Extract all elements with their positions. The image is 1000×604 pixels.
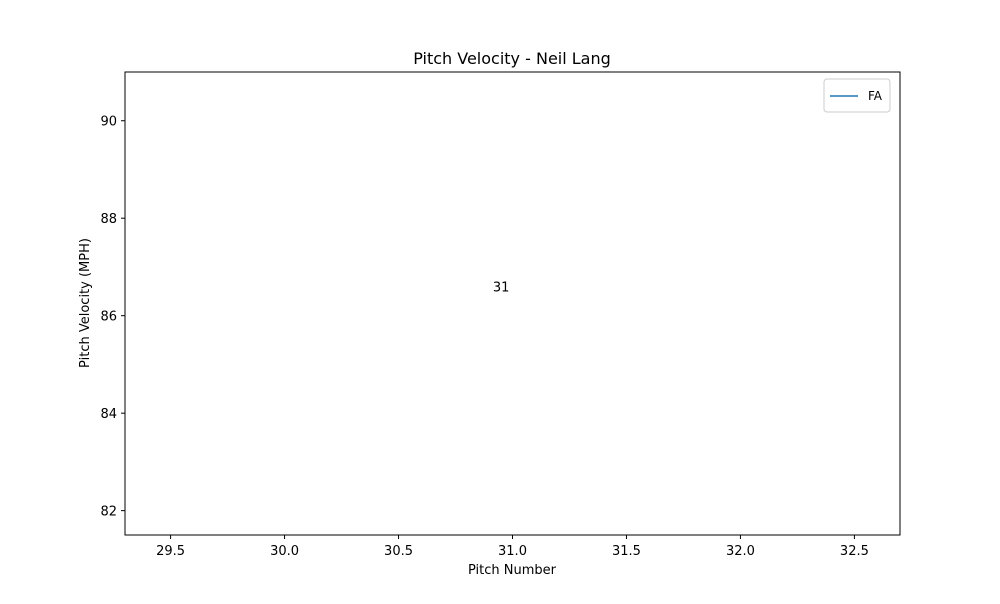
annotations: 31 (493, 280, 510, 295)
data-label: 31 (493, 280, 510, 295)
x-axis-label: Pitch Number (468, 563, 557, 578)
x-tick-label: 31.5 (612, 544, 641, 559)
y-tick-label: 88 (100, 212, 117, 227)
y-tick-label: 86 (100, 310, 117, 325)
y-axis: 82 84 86 88 90 (100, 115, 125, 520)
y-axis-label: Pitch Velocity (MPH) (78, 238, 93, 368)
chart-title: Pitch Velocity - Neil Lang (413, 49, 611, 68)
legend-label: FA (868, 89, 883, 103)
x-tick-label: 30.5 (384, 544, 413, 559)
x-tick-label: 32.0 (726, 544, 755, 559)
legend: FA (823, 78, 891, 113)
x-axis: 29.5 30.0 30.5 31.0 31.5 32.0 32.5 (156, 535, 869, 559)
y-tick-label: 84 (100, 407, 117, 422)
plot-frame (124, 71, 901, 536)
y-tick-label: 90 (100, 115, 117, 130)
x-tick-label: 31.0 (498, 544, 527, 559)
x-tick-label: 32.5 (840, 544, 869, 559)
y-tick-label: 82 (100, 505, 117, 520)
plot-area (124, 71, 901, 536)
x-tick-label: 30.0 (270, 544, 299, 559)
x-tick-label: 29.5 (156, 544, 185, 559)
